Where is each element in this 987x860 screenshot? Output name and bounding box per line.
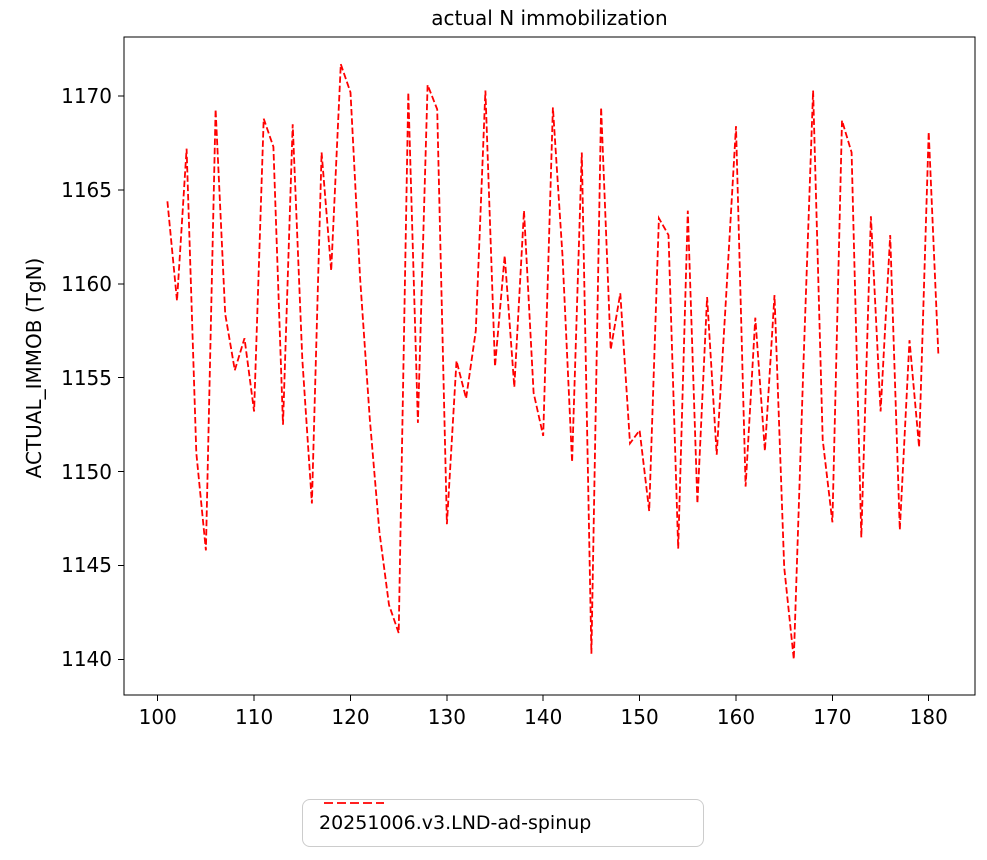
page-title: actual N immobilization xyxy=(431,6,668,30)
data-line xyxy=(166,63,940,660)
y-tick-label: 1165 xyxy=(61,178,112,202)
y-tick-label: 1170 xyxy=(61,84,112,109)
x-tick-label: 170 xyxy=(813,705,852,729)
x-tick-label: 120 xyxy=(331,705,370,729)
y-tick-label: 1145 xyxy=(61,553,112,578)
legend-box: 20251006.v3.LND-ad-spinup xyxy=(302,799,704,847)
x-tick-label: 110 xyxy=(235,705,274,729)
axes-frame xyxy=(123,36,976,696)
legend-label: 20251006.v3.LND-ad-spinup xyxy=(319,812,592,834)
x-tick-label: 180 xyxy=(909,705,948,729)
y-tick-label: 1140 xyxy=(61,647,112,672)
x-tick-label: 140 xyxy=(524,705,563,729)
y-tick-label: 1155 xyxy=(61,365,112,390)
x-tick-label: 150 xyxy=(620,705,659,729)
legend-line-icon xyxy=(324,802,384,804)
x-tick-label: 100 xyxy=(138,705,177,729)
x-tick-label: 160 xyxy=(716,705,756,729)
y-tick-label: 1150 xyxy=(61,459,112,484)
x-tick-label: 130 xyxy=(427,705,466,729)
y-tick-label: 1160 xyxy=(61,271,112,296)
